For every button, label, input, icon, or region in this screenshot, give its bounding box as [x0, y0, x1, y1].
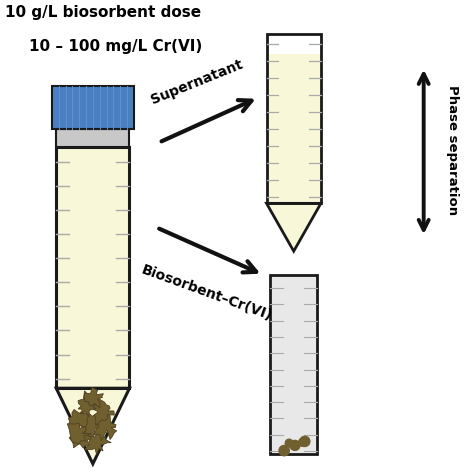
Polygon shape: [85, 433, 111, 455]
Circle shape: [279, 446, 289, 456]
Circle shape: [299, 438, 307, 447]
Polygon shape: [84, 387, 103, 408]
Bar: [56, 147, 129, 388]
Bar: [270, 275, 318, 455]
Text: Supernatant: Supernatant: [149, 57, 245, 107]
Bar: [266, 54, 321, 203]
Polygon shape: [67, 423, 92, 444]
Text: 10 g/L biosorbent dose: 10 g/L biosorbent dose: [5, 5, 201, 20]
Polygon shape: [56, 388, 129, 464]
Polygon shape: [266, 203, 321, 251]
Bar: [266, 34, 321, 203]
Bar: [52, 86, 134, 129]
Bar: [56, 147, 129, 388]
Polygon shape: [93, 397, 114, 426]
Text: 10 – 100 mg/L Cr(VI): 10 – 100 mg/L Cr(VI): [29, 38, 202, 54]
Bar: [56, 129, 129, 147]
Polygon shape: [69, 426, 93, 448]
Polygon shape: [79, 412, 105, 437]
Polygon shape: [94, 414, 117, 441]
Polygon shape: [78, 391, 96, 417]
Polygon shape: [68, 410, 89, 428]
Circle shape: [290, 440, 300, 450]
Circle shape: [285, 439, 293, 447]
Text: Biosorbent–Cr(VI): Biosorbent–Cr(VI): [139, 263, 273, 323]
Circle shape: [300, 437, 310, 447]
Text: Phase separation: Phase separation: [446, 84, 458, 215]
